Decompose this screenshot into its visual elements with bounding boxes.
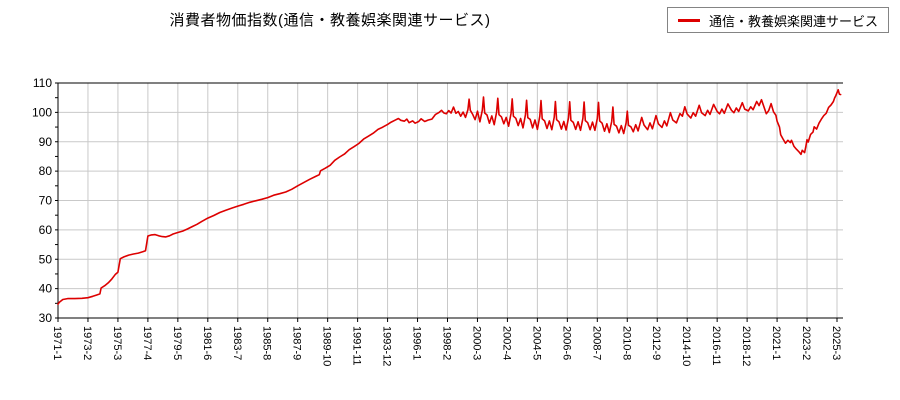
x-tick-label: 2018-12 xyxy=(740,326,752,366)
x-tick-label: 2006-6 xyxy=(560,326,572,360)
x-tick-label: 2021-1 xyxy=(770,326,782,360)
x-tick-label: 1985-8 xyxy=(261,326,273,360)
y-tick-label: 100 xyxy=(32,105,52,119)
cpi-line xyxy=(57,89,842,306)
x-tick-label: 2023-2 xyxy=(800,326,812,360)
legend-label: 通信・教養娯楽関連サービス xyxy=(708,13,878,29)
x-tick-label: 2012-9 xyxy=(650,326,662,360)
x-tick-label: 2025-3 xyxy=(830,326,842,360)
x-tick-label: 2016-11 xyxy=(710,326,722,366)
x-tick-label: 2002-4 xyxy=(500,326,512,360)
legend-line-swatch xyxy=(677,18,700,22)
y-tick-label: 70 xyxy=(39,194,53,208)
x-tick-label: 1983-7 xyxy=(231,326,243,360)
x-tick-label: 1987-9 xyxy=(291,326,303,360)
x-tick-label: 1979-5 xyxy=(171,326,183,360)
x-tick-label: 2014-10 xyxy=(680,326,692,366)
x-tick-label: 1998-2 xyxy=(441,326,453,360)
x-tick-label: 2008-7 xyxy=(590,326,602,360)
y-tick-label: 90 xyxy=(39,135,53,149)
x-tick-label: 1993-12 xyxy=(381,326,393,366)
y-tick-label: 80 xyxy=(39,164,53,178)
y-tick-label: 30 xyxy=(39,311,53,325)
y-tick-label: 40 xyxy=(39,282,53,296)
x-tick-label: 1973-2 xyxy=(81,326,93,360)
x-tick-label: 1977-4 xyxy=(141,326,153,360)
x-tick-label: 2000-3 xyxy=(470,326,482,360)
legend: 通信・教養娯楽関連サービス xyxy=(666,7,889,33)
y-tick-label: 50 xyxy=(39,252,53,266)
x-tick-label: 2010-8 xyxy=(620,326,632,360)
x-tick-label: 2004-5 xyxy=(530,326,542,360)
y-tick-label: 110 xyxy=(33,76,52,90)
y-tick-label: 60 xyxy=(39,223,53,237)
chart-title: 消費者物価指数(通信・教養娯楽関連サービス) xyxy=(169,12,491,29)
x-tick-label: 1991-11 xyxy=(351,326,363,366)
x-tick-label: 1975-3 xyxy=(111,326,123,360)
x-tick-label: 1996-1 xyxy=(411,326,423,360)
x-tick-label: 1981-6 xyxy=(201,326,213,360)
x-tick-label: 1989-10 xyxy=(321,326,333,366)
x-tick-label: 1971-1 xyxy=(51,326,63,360)
